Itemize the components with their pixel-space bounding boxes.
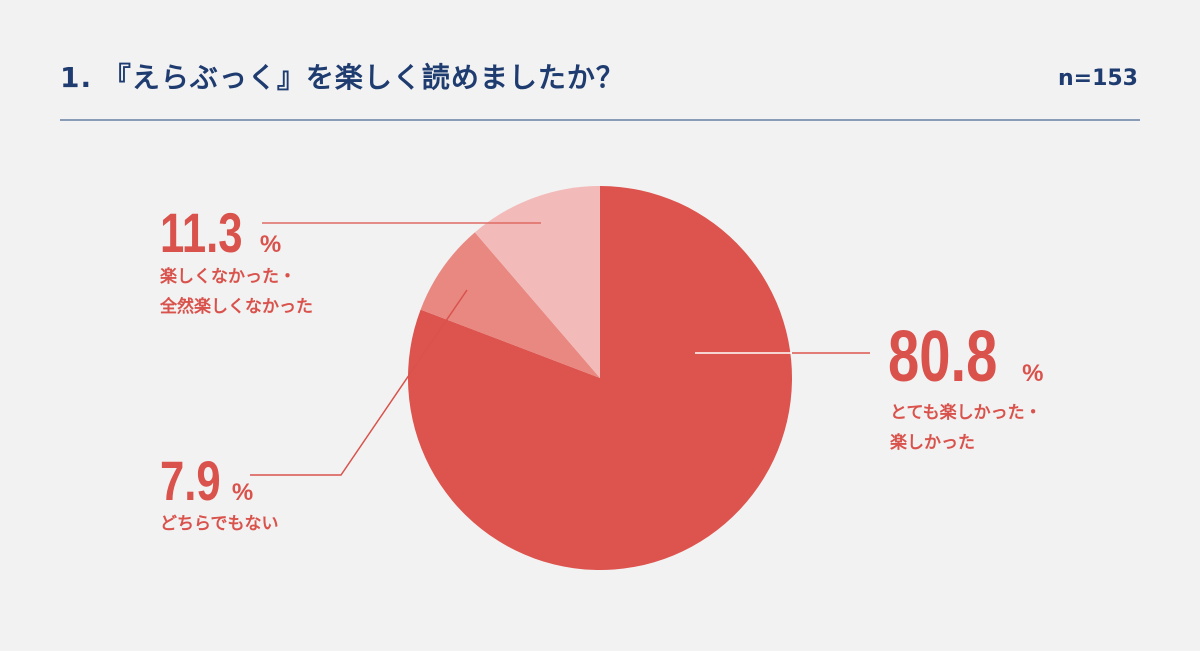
header-divider — [60, 119, 1140, 121]
pie-slice-neutral — [420, 232, 600, 378]
pct-label-neutral: 7.9% — [160, 448, 253, 513]
pie-slice-enjoyed — [408, 186, 792, 571]
slice-label-not-enjoyed: 楽しくなかった・ 全然楽しくなかった — [160, 267, 313, 317]
pie-slice-not-enjoyed — [474, 186, 600, 378]
pct-value-neutral: 7.9 — [160, 449, 221, 512]
pct-unit-not-enjoyed: % — [259, 231, 282, 258]
sample-size: n=153 — [1057, 66, 1138, 91]
slice-label-enjoyed: とても楽しかった・ 楽しかった — [890, 403, 1042, 453]
leader-line-neutral — [250, 289, 468, 476]
pct-label-not-enjoyed: 11.3% — [160, 200, 281, 265]
chart-title: 1. 『えらぶっく』を楽しく読めましたか？ — [60, 61, 625, 94]
pct-value-enjoyed: 80.8 — [888, 317, 998, 397]
pct-unit-enjoyed: % — [1022, 360, 1044, 387]
pct-value-not-enjoyed: 11.3 — [160, 201, 243, 264]
pct-label-enjoyed: 80.8% — [888, 316, 1043, 398]
slice-label-neutral: どちらでもない — [160, 514, 279, 534]
pct-unit-neutral: % — [231, 479, 254, 506]
